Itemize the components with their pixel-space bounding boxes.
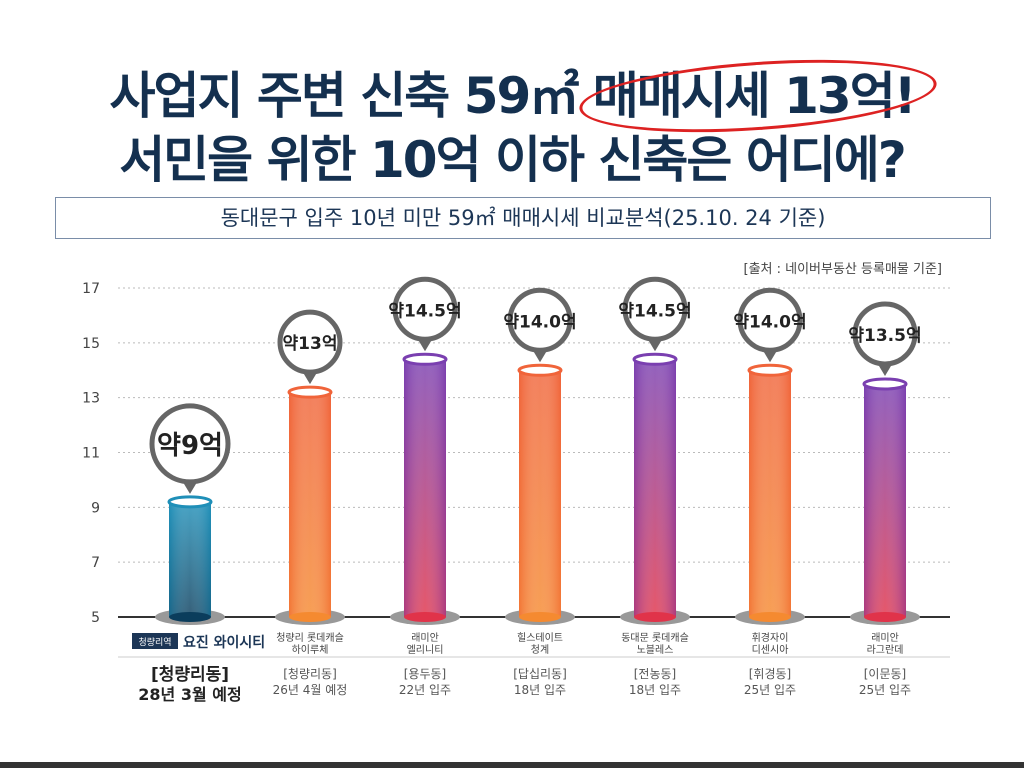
value-label: 약13억 — [283, 333, 338, 354]
bar-highlight — [864, 383, 906, 617]
bar-top-cap — [632, 352, 678, 366]
category-date: 18년 입주 — [514, 683, 566, 697]
bar-highlight — [749, 370, 791, 617]
source-note: [출처 : 네이버부동산 등록매물 기준] — [743, 262, 943, 277]
bar-top-cap — [862, 377, 908, 391]
headline-line-2: 서민을 위한 10억 이하 신축은 어디에? — [119, 131, 907, 189]
category-date: 25년 입주 — [744, 683, 796, 697]
value-label: 약13.5억 — [848, 325, 921, 346]
category-name: 요진 와이시티 — [183, 634, 265, 651]
category-name: 힐스테이트 — [517, 631, 563, 644]
category-area: [용두동] — [404, 667, 446, 681]
category-date: 25년 입주 — [859, 683, 911, 697]
bar-bottom-cap — [864, 612, 906, 622]
bar-highlight — [169, 501, 211, 617]
bar-highlight — [519, 370, 561, 617]
category-name-2: 라그란데 — [867, 644, 904, 656]
y-tick-label: 9 — [91, 500, 100, 516]
bar-bottom-cap — [749, 612, 791, 622]
bar-highlight — [404, 359, 446, 617]
category-name-2: 청계 — [531, 644, 549, 656]
bar-top-cap — [517, 363, 563, 377]
bar-top-cap — [287, 385, 333, 399]
bar-highlight — [289, 392, 331, 617]
category-area: [전농동] — [634, 667, 676, 681]
bar-top-cap — [402, 352, 448, 366]
bar-top-cap — [747, 363, 793, 377]
category-name: 휘경자이 — [752, 631, 789, 644]
value-label: 약14.0억 — [503, 311, 576, 332]
category-date: 18년 입주 — [629, 683, 681, 697]
category-date: 22년 입주 — [399, 683, 451, 697]
bar-bottom-cap — [634, 612, 676, 622]
category-area: [답십리동] — [513, 667, 567, 681]
headline-line-1: 사업지 주변 신축 59㎡ 매매시세 13억! — [0, 56, 1024, 128]
value-callout — [507, 287, 573, 353]
bar-bottom-cap — [169, 612, 211, 622]
station-badge-label: 청량리역 — [138, 636, 171, 648]
bar-bottom-cap — [289, 612, 331, 622]
value-callout — [852, 301, 918, 367]
circled-highlight: 매매시세 13억! — [593, 56, 917, 128]
y-tick-label: 7 — [91, 555, 100, 571]
y-tick-label: 5 — [91, 610, 100, 626]
value-callout — [149, 403, 231, 485]
value-callout — [277, 309, 343, 375]
bar-bottom-cap — [404, 612, 446, 622]
category-name: 래미안 — [411, 632, 439, 644]
headline-text: 사업지 주변 신축 59㎡ — [109, 67, 579, 125]
y-tick-label: 11 — [82, 446, 100, 462]
category-name-2: 하이루체 — [292, 643, 329, 656]
chart-subtitle: 동대문구 입주 10년 미만 59㎡ 매매시세 비교분석(25.10. 24 기… — [55, 197, 991, 239]
value-label: 약14.5억 — [618, 300, 691, 321]
value-label: 약14.5억 — [388, 300, 461, 321]
bottom-border — [0, 762, 1024, 768]
value-label: 약9억 — [157, 431, 223, 461]
station-badge — [132, 633, 178, 649]
category-name-2: 엘리니티 — [407, 643, 444, 656]
value-callout — [622, 276, 688, 342]
bar-bottom-cap — [519, 612, 561, 622]
category-name-2: 디센시아 — [752, 644, 789, 656]
y-tick-label: 13 — [82, 391, 100, 407]
category-date: 26년 4월 예정 — [273, 683, 348, 697]
category-name: 동대문 롯데캐슬 — [621, 632, 689, 644]
value-label: 약14.0억 — [733, 311, 806, 332]
y-tick-label: 17 — [82, 281, 100, 297]
category-area: [청량리동] — [151, 664, 229, 685]
value-callout — [392, 276, 458, 342]
category-name: 래미안 — [871, 632, 899, 644]
category-date: 28년 3월 예정 — [138, 685, 241, 704]
category-area: [청량리동] — [283, 667, 337, 681]
category-name: 청량리 롯데캐슬 — [276, 632, 344, 644]
category-area: [휘경동] — [749, 667, 791, 681]
bar-top-cap — [167, 495, 213, 509]
bar-highlight — [634, 359, 676, 617]
category-area: [이문동] — [864, 667, 906, 681]
y-tick-label: 15 — [82, 336, 100, 352]
category-name-2: 노블레스 — [637, 644, 674, 656]
value-callout — [737, 287, 803, 353]
